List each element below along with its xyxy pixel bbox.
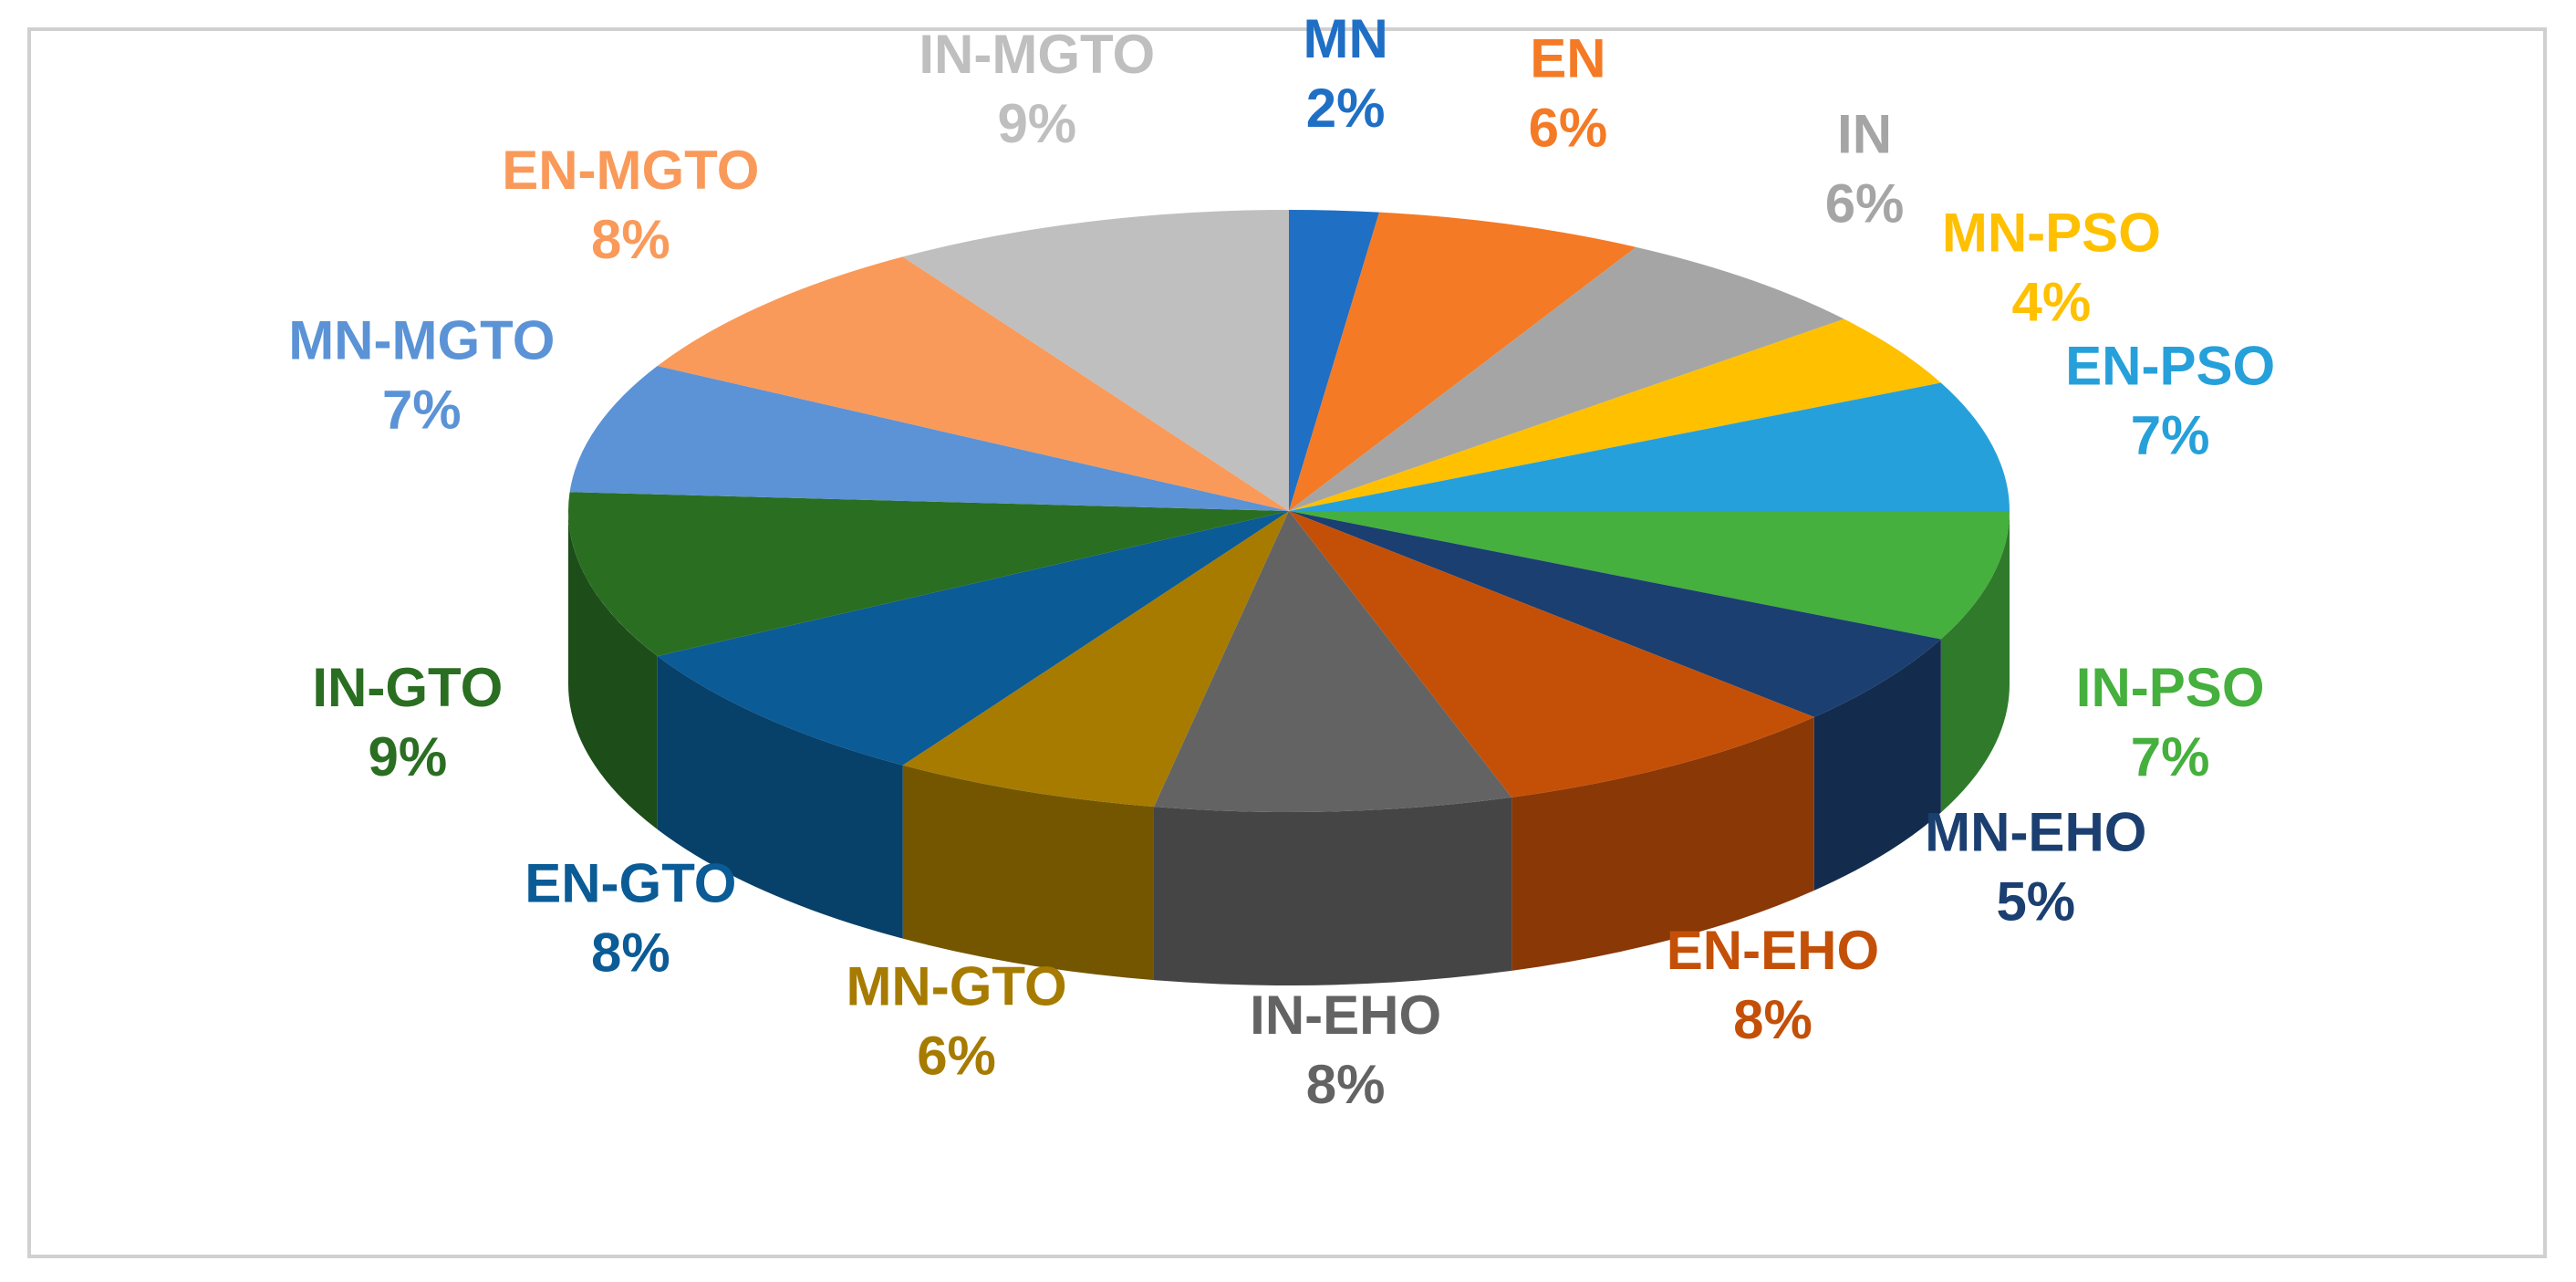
slice-label: EN-MGTO [502,140,759,201]
slice-value-label: 8% [591,922,670,984]
slice-label: IN [1837,103,1892,164]
slice-label: IN-MGTO [919,24,1155,85]
slice [569,366,1289,511]
slice [1289,511,2010,640]
slice [1289,318,1941,511]
slice-side [902,765,1154,981]
slice [657,511,1289,766]
slice [1289,246,1844,511]
slice [902,511,1289,808]
slice [1289,511,1941,717]
slice-value-label: 5% [1996,870,2075,932]
slice [1289,212,1636,511]
slice-value-label: 2% [1306,78,1386,139]
slice-value-label: 7% [382,380,462,441]
slice-side [568,511,658,829]
slice-side [1511,716,1814,971]
slice-value-label: 8% [1733,989,1813,1050]
slice [657,256,1289,511]
slice-value-label: 4% [2012,271,2092,332]
slice-side [1153,797,1512,985]
slice [568,492,1289,656]
slice-value-label: 6% [1825,172,1905,234]
slice [1153,511,1512,812]
slice-value-label: 7% [2131,726,2210,787]
slice-label: MN [1304,8,1388,69]
slice-value-label: 9% [368,726,447,787]
slice [902,210,1289,511]
slice [1289,511,1814,797]
slice-side [1813,639,1941,891]
slice-label: MN-GTO [846,956,1066,1017]
slice-side [1940,511,2010,813]
slice-label: IN-EHO [1250,985,1441,1046]
slice-side [657,655,903,939]
slice-value-label: 8% [1306,1054,1386,1115]
slice-label: EN-PSO [2065,335,2275,396]
slice-label: EN [1530,27,1605,89]
slice-value-label: 9% [997,93,1076,154]
slice [1289,210,1380,511]
slice-label: MN-EHO [1925,801,2146,862]
slice-label: MN-MGTO [288,310,555,371]
slice-label: MN-PSO [1942,202,2161,263]
slice-label: IN-PSO [2076,657,2265,718]
slice-label: EN-GTO [525,853,736,914]
slice-value-label: 8% [591,209,670,270]
slice [1289,382,2010,511]
slice-label: EN-EHO [1667,920,1879,981]
slice-value-label: 6% [917,1026,996,1087]
slice-label: IN-GTO [312,657,503,718]
slice-value-label: 7% [2131,404,2210,465]
slice-value-label: 6% [1529,97,1608,158]
